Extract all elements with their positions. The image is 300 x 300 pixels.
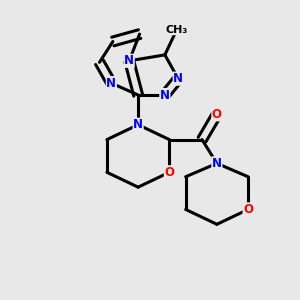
Text: O: O: [243, 203, 253, 216]
Text: O: O: [164, 166, 174, 179]
Text: N: N: [106, 76, 116, 90]
Text: CH₃: CH₃: [166, 25, 188, 34]
Text: N: N: [133, 118, 143, 131]
Text: N: N: [212, 157, 222, 170]
Text: N: N: [124, 54, 134, 67]
Text: O: O: [212, 108, 222, 121]
Text: N: N: [173, 72, 183, 85]
Text: N: N: [160, 88, 170, 101]
